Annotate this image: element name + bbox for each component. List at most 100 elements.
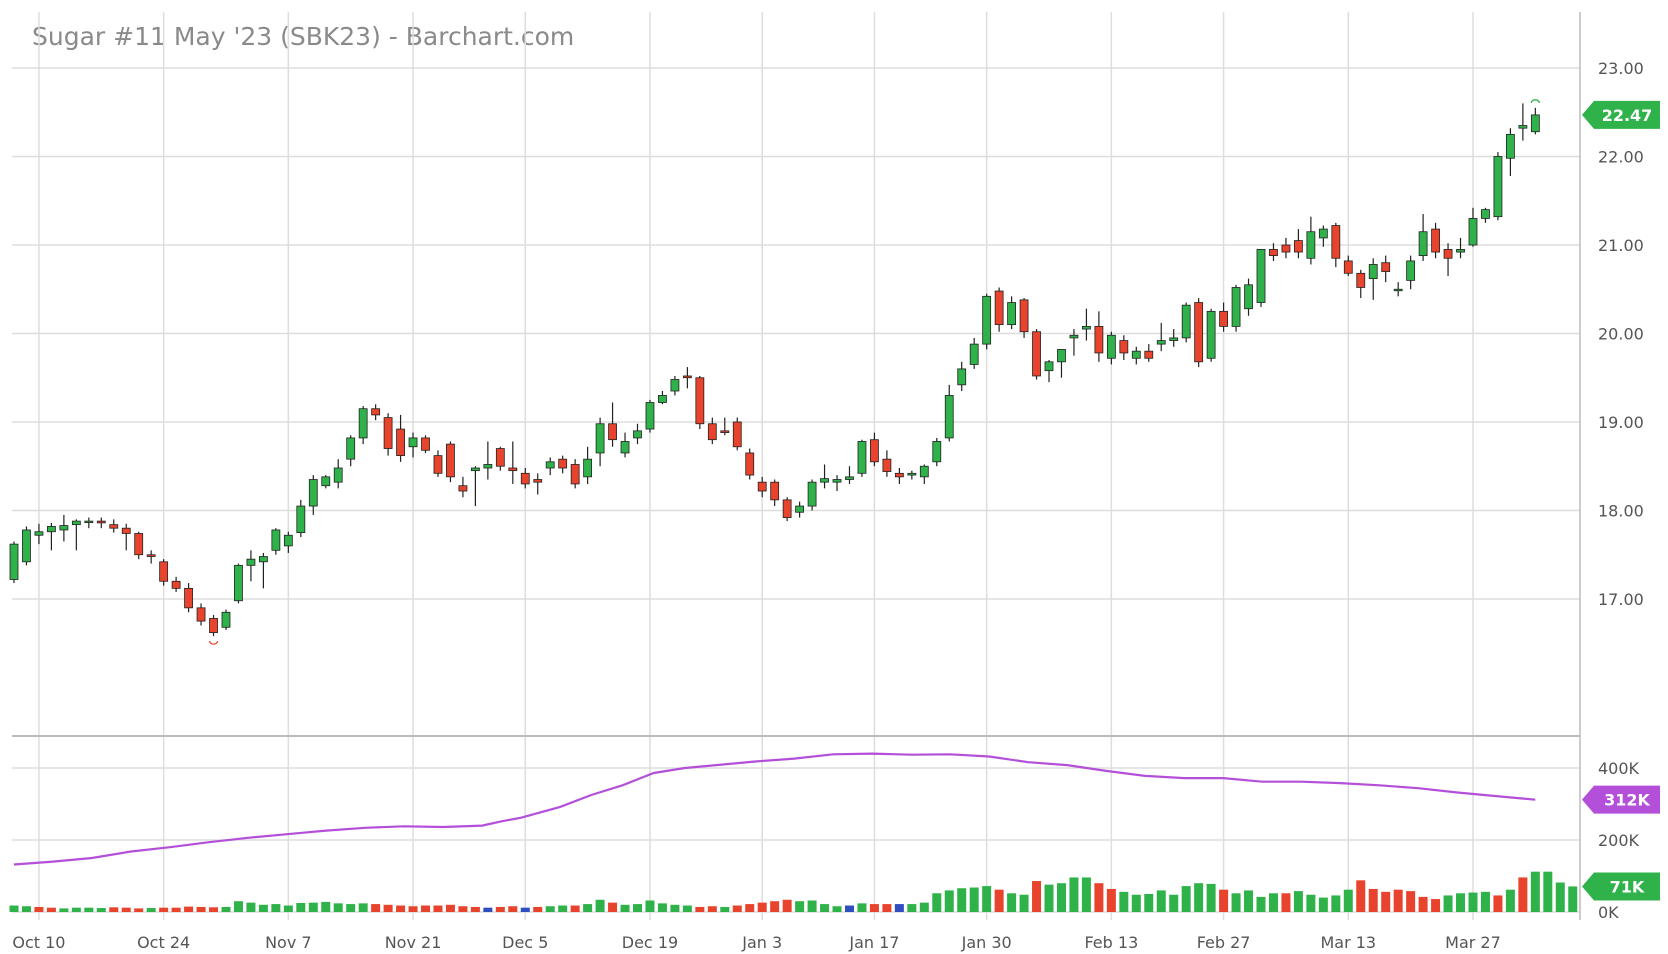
candle (1032, 329, 1041, 380)
candle (383, 413, 393, 456)
candle (146, 550, 156, 564)
candle-body (1269, 249, 1278, 257)
candle-body (258, 556, 268, 563)
candle (1456, 237, 1465, 259)
volume-bar (221, 906, 231, 912)
volume-bar (1069, 877, 1079, 912)
candle-body (1468, 218, 1478, 246)
candle (1331, 222, 1341, 268)
candle (1493, 152, 1503, 221)
candle (533, 473, 543, 495)
candle-body (383, 417, 393, 449)
candle (545, 457, 555, 476)
volume-bar (1480, 891, 1490, 912)
candle-body (296, 505, 306, 534)
candle-body (1082, 326, 1091, 330)
price-tick-label: 21.00 (1598, 236, 1644, 255)
volume-bar (757, 902, 767, 912)
volume-bar (919, 902, 929, 912)
candle-body (171, 580, 181, 589)
candle (408, 432, 418, 458)
candle (720, 417, 730, 436)
high-marker (1530, 99, 1540, 103)
candle-body (421, 437, 430, 451)
candle-body (645, 402, 655, 430)
candle (1506, 128, 1515, 176)
candle (633, 423, 642, 445)
candle (1206, 308, 1216, 362)
candle (1368, 258, 1378, 300)
candle-body (882, 458, 892, 472)
candle (333, 459, 343, 489)
volume-bar (470, 906, 480, 912)
candle-body (1368, 264, 1378, 280)
volume-bar (258, 904, 268, 912)
volume-bar (807, 900, 817, 912)
candle (271, 528, 281, 555)
volume-bar (932, 893, 942, 912)
volume-bar (907, 904, 917, 912)
volume-bar (1443, 895, 1453, 912)
volume-bar (857, 903, 867, 912)
candle-body (1094, 326, 1104, 354)
volume-bar (682, 905, 692, 912)
candle (1119, 335, 1129, 361)
candle (957, 361, 967, 392)
candle-body (695, 377, 705, 425)
candle (221, 609, 231, 630)
candle (1468, 207, 1478, 247)
candle (308, 475, 318, 515)
volume-bar (1343, 889, 1353, 912)
candle (446, 441, 455, 483)
volume-bar (134, 908, 144, 912)
open-interest-line (13, 752, 1536, 866)
candle-body (1530, 114, 1540, 133)
candle-body (96, 520, 106, 524)
candle-body (707, 423, 717, 441)
volume-bar (1505, 889, 1515, 912)
candle-body (84, 520, 94, 524)
price-tick-label: 20.00 (1598, 324, 1644, 343)
candle (321, 475, 331, 489)
candle-body (458, 485, 468, 492)
volume-bar (608, 902, 618, 912)
volume-bar (1181, 886, 1191, 912)
volume-tick-label: 0K (1598, 903, 1619, 922)
date-tick-label: Jan 17 (848, 933, 899, 952)
candle-body (782, 499, 792, 518)
candle-body (1044, 361, 1054, 372)
volume-bar (408, 906, 418, 912)
volume-bar (371, 904, 381, 912)
volume-bar (620, 904, 630, 912)
candle (1231, 284, 1241, 332)
volume-bar (894, 904, 904, 912)
candle-body (845, 476, 854, 480)
volume-bar (882, 904, 892, 912)
volume-bar (1106, 888, 1116, 912)
candle (882, 450, 892, 477)
candle (495, 446, 505, 471)
candle-body (1244, 284, 1253, 310)
candle (1219, 302, 1228, 332)
volume-bar (1019, 894, 1029, 912)
volume-bar (421, 905, 431, 912)
candle-body (59, 525, 69, 531)
candle (1106, 331, 1116, 365)
volume-bar (508, 906, 518, 912)
candle-body (1456, 249, 1465, 253)
volume-bar (146, 908, 156, 912)
volume-bar (171, 907, 181, 912)
candle (1044, 360, 1054, 383)
volume-bar (558, 905, 568, 912)
candle (1294, 229, 1303, 259)
volume-bar (1256, 896, 1266, 912)
candle (1381, 255, 1391, 283)
candle (1082, 308, 1091, 341)
volume-bar (1169, 894, 1179, 912)
date-tick-label: Mar 13 (1320, 933, 1376, 952)
date-tick-label: Jan 30 (961, 933, 1012, 952)
candle (121, 523, 131, 551)
candle (820, 464, 829, 489)
